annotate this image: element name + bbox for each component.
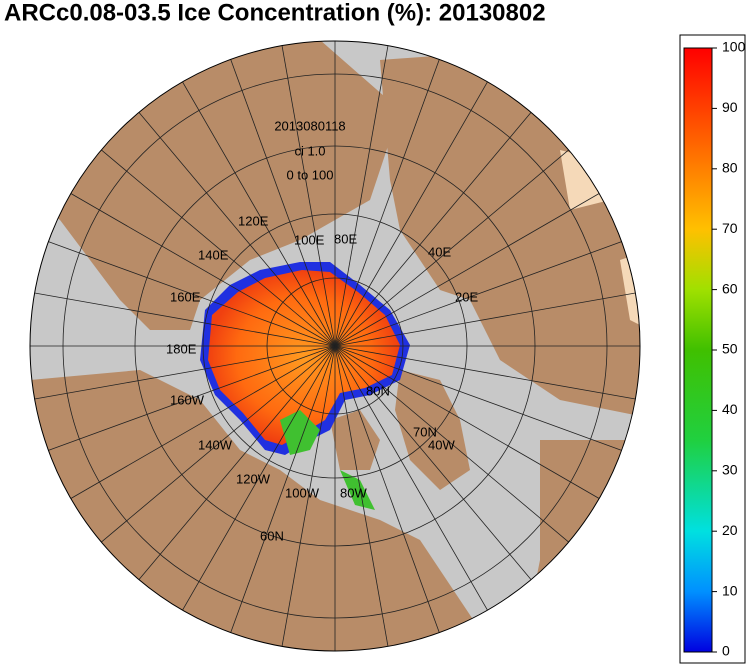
colorbar-tick-label: 0 [722, 643, 730, 659]
colorbar-scale [683, 47, 713, 653]
land-ice [560, 150, 640, 330]
meridian [334, 45, 389, 347]
meridian [101, 345, 336, 543]
colorbar-tick-label: 100 [722, 39, 746, 55]
colorbar-tick-label: 50 [722, 341, 738, 357]
ci-label: ci 1.0 [294, 143, 325, 158]
lon-label: 180E [166, 341, 197, 356]
meridian [48, 345, 336, 451]
lon-label: 80E [334, 231, 357, 246]
colorbar-tick-label: 40 [722, 401, 738, 417]
colorbar-tick-label: 90 [722, 99, 738, 115]
lon-label: 140E [198, 247, 229, 262]
lon-label: 40W [428, 437, 455, 452]
meridian [281, 345, 336, 647]
colorbar: 0 10 20 30 40 50 60 70 80 90 100 [679, 34, 746, 664]
lon-label: 80W [340, 485, 367, 500]
lat-label: 60N [260, 528, 284, 543]
meridian [334, 345, 569, 543]
meridian [334, 345, 600, 499]
graticule [30, 41, 640, 651]
meridian [48, 241, 336, 347]
meridian [334, 241, 622, 347]
meridian [182, 81, 336, 347]
meridian [334, 149, 569, 347]
meridian [138, 112, 336, 347]
lat-label: 70N [413, 424, 437, 439]
meridian [334, 345, 532, 580]
colorbar-tick-label: 30 [722, 462, 738, 478]
meridian [334, 345, 488, 611]
meridian [334, 345, 389, 647]
meridian [230, 59, 336, 347]
lon-label: 120E [238, 213, 269, 228]
time-label: 2013080118 [274, 118, 345, 133]
meridian [34, 345, 336, 400]
lon-label: 20E [455, 289, 478, 304]
title: ARCc0.08-03.5 Ice Concentration (%): 201… [4, 0, 546, 26]
lon-label: 40E [428, 244, 451, 259]
meridian [334, 292, 636, 347]
map-border [29, 40, 641, 652]
colorbar-tick-label: 20 [722, 522, 738, 538]
colorbar-tick-label: 80 [722, 160, 738, 176]
lon-label: 100W [285, 485, 320, 500]
meridian [70, 193, 336, 347]
meridian [230, 345, 336, 633]
meridian [70, 345, 336, 499]
lon-label: 160W [170, 392, 205, 407]
lat-label: 80N [366, 383, 390, 398]
colorbar-tick-label: 70 [722, 220, 738, 236]
lon-label: 120W [236, 471, 271, 486]
colorbar-frame [679, 34, 746, 664]
meridian [334, 345, 636, 400]
meridian [334, 59, 440, 347]
meridian [281, 45, 336, 347]
meridian [334, 81, 488, 347]
colorbar-tick-label: 10 [722, 582, 738, 598]
lon-label: 100E [294, 232, 325, 247]
meridian [334, 345, 440, 633]
lon-label: 160E [170, 289, 201, 304]
map: 2013080118 ci 1.0 0 to 100 120E 140E 160… [29, 40, 641, 652]
meridian [334, 345, 622, 451]
meridian [101, 149, 336, 347]
lon-label: 140W [198, 437, 233, 452]
meridian [334, 112, 532, 347]
meridian [334, 193, 600, 347]
meridian [34, 292, 336, 347]
meridian [182, 345, 336, 611]
colorbar-tick-label: 60 [722, 280, 738, 296]
meridian [138, 345, 336, 580]
range-label: 0 to 100 [287, 167, 334, 182]
